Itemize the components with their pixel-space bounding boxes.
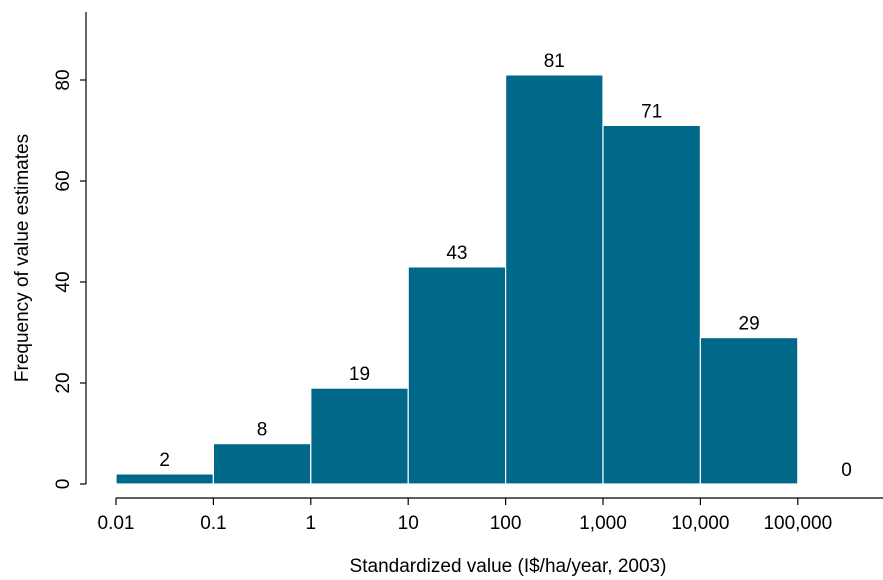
bar-0 [115,473,215,485]
bar-value-label: 8 [257,420,268,441]
x-tick-label: 1,000 [579,513,627,534]
bar-value-label: 71 [641,101,662,122]
x-tick-label: 10 [398,513,419,534]
x-tick-label: 0.01 [98,513,135,534]
bar-6 [699,337,799,485]
x-tick-label: 100 [490,513,522,534]
x-tick-label: 0.1 [200,513,226,534]
x-tick-label: 1 [306,513,317,534]
bar-3 [407,266,507,485]
bar-value-label: 19 [349,364,370,385]
y-tick-label: 0 [53,479,74,490]
plot-area: 2 8 19 43 81 71 29 0 0 20 40 60 80 0.01 0.1 1 10 100 1,0… [53,12,883,534]
bar-1 [212,443,312,485]
bar-value-label: 0 [841,460,852,481]
y-tick-label: 60 [53,170,74,191]
bar-value-label: 29 [739,314,760,335]
y-axis-title: Frequency of value estimates [12,134,33,382]
bar-value-label: 81 [544,51,565,72]
y-tick-label: 40 [53,271,74,292]
x-tick-label: 100,000 [763,513,832,534]
x-axis-ticks: 0.01 0.1 1 10 100 1,000 10,000 100,000 [98,498,832,534]
y-axis-ticks: 0 20 40 60 80 [53,69,86,489]
bar-value-label: 43 [446,243,467,264]
bars-group [115,74,799,485]
y-tick-label: 20 [53,372,74,393]
bar-4 [505,74,604,485]
bar-labels-group: 2 8 19 43 81 71 29 0 [159,51,851,481]
y-tick-label: 80 [53,69,74,90]
bar-5 [602,124,702,485]
x-axis-title: Standardized value (I$/ha/year, 2003) [350,556,667,577]
bar-2 [310,387,409,485]
bar-value-label: 2 [159,450,170,471]
x-tick-label: 10,000 [671,513,729,534]
